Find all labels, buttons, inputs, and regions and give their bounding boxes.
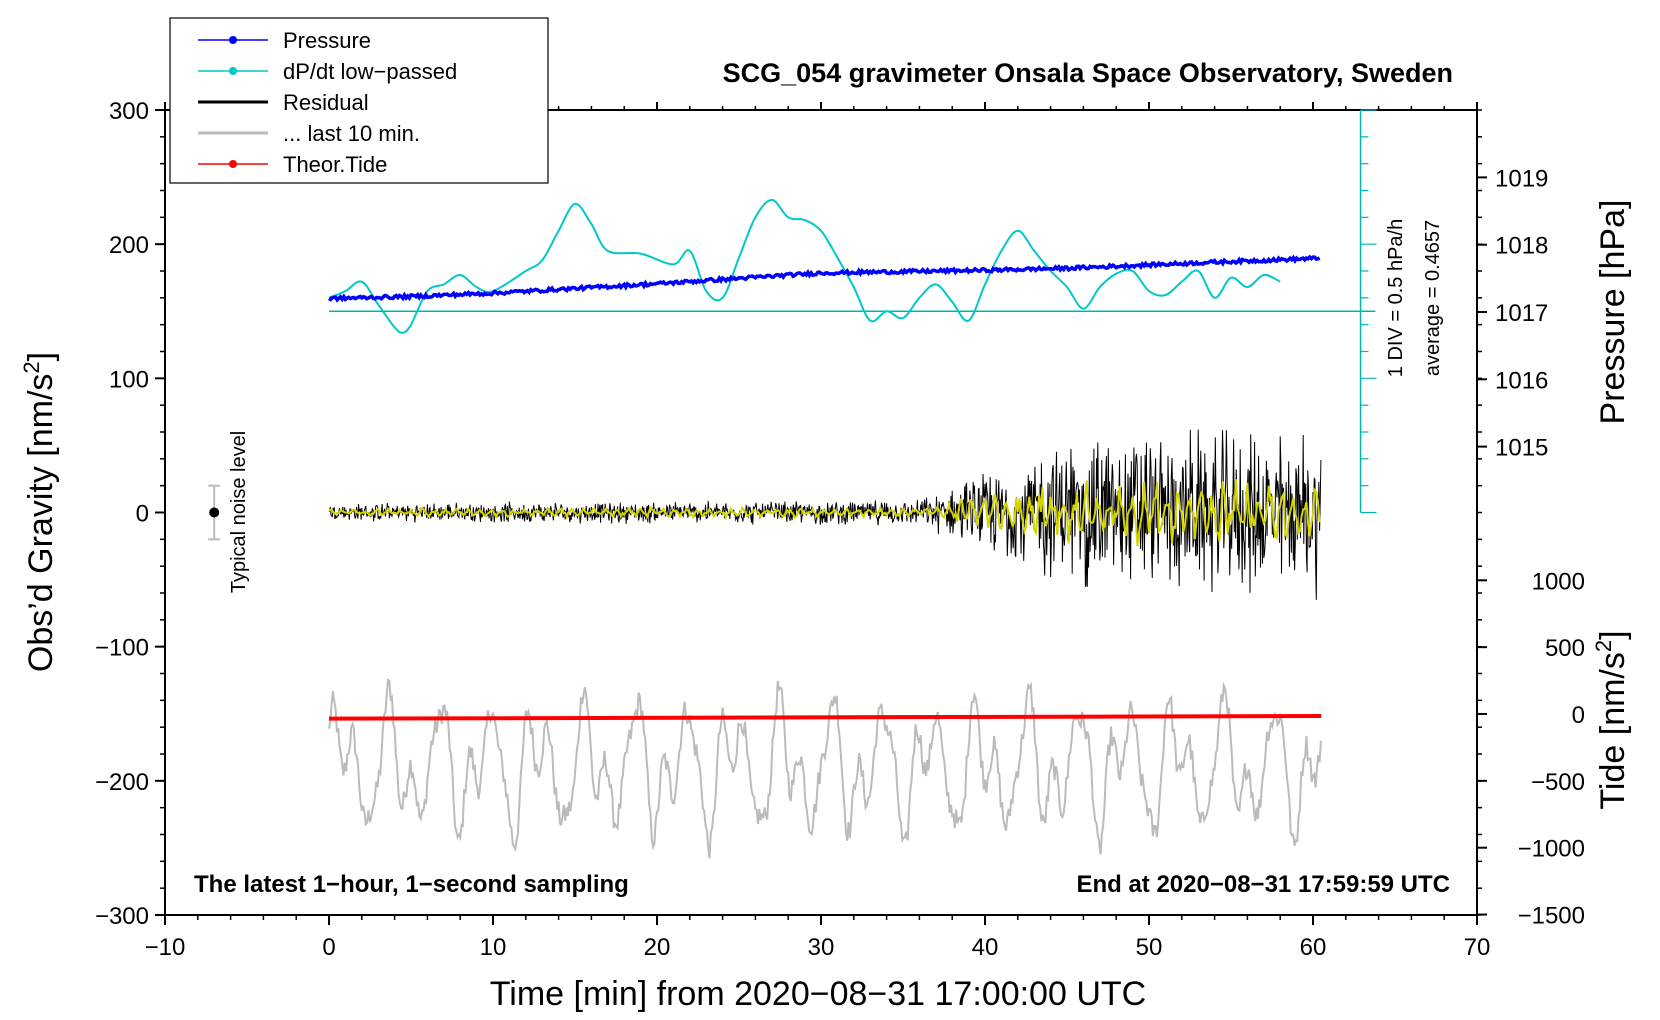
pressure-tick-label: 1019	[1495, 165, 1548, 192]
legend-label: Theor.Tide	[283, 152, 387, 177]
tide-tick-label: 1000	[1532, 568, 1585, 595]
tide-tick-label: 0	[1572, 702, 1585, 729]
y-left-tick-label: −200	[95, 769, 149, 796]
noise-level-marker	[208, 484, 221, 541]
legend-label: dP/dt low−passed	[283, 59, 457, 84]
tide-tick-label: −1500	[1518, 903, 1585, 930]
dpdt-scale-label: 1 DIV = 0.5 hPa/h	[1385, 219, 1407, 377]
series-dpdt	[328, 198, 1281, 334]
y-left-tick-label: 200	[109, 232, 149, 259]
legend-marker	[229, 36, 237, 44]
y-left-tick-label: 300	[109, 98, 149, 125]
x-tick-label: 10	[480, 934, 507, 961]
series-residual	[328, 429, 1322, 600]
y-axis-left-label-sup: 2	[19, 361, 44, 373]
tide-tick-label: 500	[1545, 635, 1585, 662]
legend-label: Pressure	[283, 28, 371, 53]
series-last-10-min	[328, 677, 1322, 859]
y-axis-tide-label-close: ]	[1594, 630, 1632, 639]
x-tick-label: 50	[1136, 934, 1163, 961]
y-axis-tide-label: Tide [nm/s2]	[1591, 630, 1632, 809]
x-tick-label: 40	[972, 934, 999, 961]
pressure-tick-label: 1016	[1495, 367, 1548, 394]
end-time-note: End at 2020−08−31 17:59:59 UTC	[1076, 871, 1450, 898]
legend-marker	[229, 67, 237, 75]
series-residual-filtered	[328, 479, 1321, 547]
tide-tick-label: −500	[1531, 769, 1585, 796]
series-layer	[328, 109, 1377, 859]
pressure-tick-label: 1015	[1495, 435, 1548, 462]
tide-tick-label: −1000	[1518, 836, 1585, 863]
x-tick-label: −10	[145, 934, 186, 961]
y-left-tick-label: 0	[136, 501, 149, 528]
x-tick-label: 30	[808, 934, 835, 961]
y-left-tick-label: 100	[109, 366, 149, 393]
y-left-tick-label: −100	[95, 635, 149, 662]
y-axis-left-label: Obs’d Gravity [nm/s2]	[19, 352, 60, 672]
x-axis-label: Time [min] from 2020−08−31 17:00:00 UTC	[490, 975, 1146, 1013]
noise-center-dot	[209, 507, 220, 518]
y-axis-left-label-main: Obs’d Gravity [nm/s	[22, 374, 60, 673]
legend: Pressure dP/dt low−passed Residual ... last…	[169, 17, 549, 184]
dpdt-average-label: average = 0.4657	[1422, 220, 1444, 376]
pressure-tick-label: 1018	[1495, 233, 1548, 260]
y-left-tick-label: −300	[95, 903, 149, 930]
x-tick-label: 20	[644, 934, 671, 961]
series-theor-tide	[328, 714, 1322, 721]
pressure-tick-label: 1017	[1495, 300, 1548, 327]
x-tick-label: 70	[1464, 934, 1491, 961]
x-tick-label: 60	[1300, 934, 1327, 961]
legend-marker	[229, 160, 237, 168]
y-axis-tide-label-sup: 2	[1591, 640, 1616, 652]
y-axis-left-label-close: ]	[22, 352, 60, 361]
y-axis-pressure-label: Pressure [hPa]	[1594, 200, 1632, 425]
sampling-note: The latest 1−hour, 1−second sampling	[194, 871, 629, 898]
noise-level-label: Typical noise level	[228, 431, 250, 593]
legend-label: Residual	[283, 90, 369, 115]
series-pressure	[328, 254, 1321, 303]
y-axis-tide-label-main: Tide [nm/s	[1594, 652, 1632, 809]
x-tick-label: 0	[322, 934, 335, 961]
chart-title: SCG_054 gravimeter Onsala Space Observat…	[723, 58, 1453, 88]
legend-label: ... last 10 min.	[283, 121, 420, 146]
axes-layer: −10 0 10 20 30 40 50 60 70−300−200−1000100200300…	[95, 98, 1585, 961]
